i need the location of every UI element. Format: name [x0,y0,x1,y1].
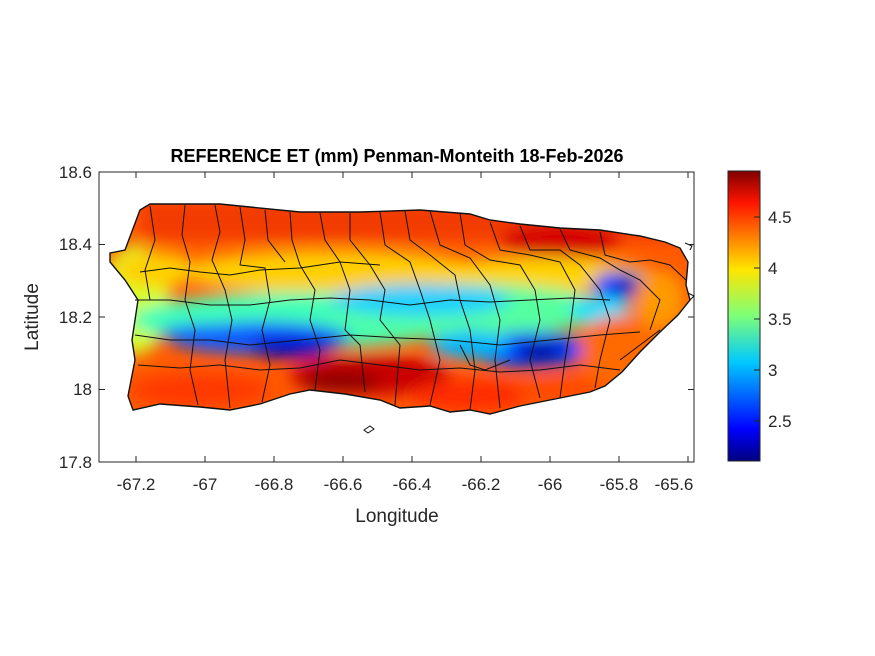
x-tick-label: -66.4 [393,475,432,494]
x-axis: -67.2 -67 -66.8 -66.6 -66.4 -66.2 -66 -6… [117,172,694,494]
municipality-boundaries [134,204,687,411]
y-axis-label: Latitude [22,283,43,351]
x-tick-label: -66.8 [255,475,294,494]
colorbar-tick-label: 2.5 [768,412,792,431]
x-axis-label: Longitude [355,506,438,527]
colorbar-ticks: 4.5 4 3.5 3 2.5 [754,208,792,431]
colorbar-tick-label: 3.5 [768,310,792,329]
x-tick-label: -65.6 [655,475,694,494]
x-tick-label: -65.8 [600,475,639,494]
y-tick-label: 18.4 [59,235,92,254]
island-outline [109,203,691,415]
x-tick-label: -66.6 [324,475,363,494]
colorbar [727,170,761,462]
chart-title: REFERENCE ET (mm) Penman-Monteith 18-Feb… [170,146,623,166]
x-tick-label: -66.2 [462,475,501,494]
y-tick-label: 17.8 [59,453,92,472]
y-tick-label: 18.2 [59,308,92,327]
x-tick-label: -67.2 [117,475,156,494]
offshore-islands [363,242,695,434]
x-tick-label: -67 [193,475,218,494]
y-tick-label: 18 [73,380,92,399]
colorbar-tick-label: 3 [768,361,777,380]
colorbar-tick-label: 4 [768,259,777,278]
colorbar-tick-label: 4.5 [768,208,792,227]
x-tick-label: -66 [538,475,563,494]
y-tick-label: 18.6 [59,163,92,182]
y-axis: 18.6 18.4 18.2 18 17.8 [59,163,694,472]
